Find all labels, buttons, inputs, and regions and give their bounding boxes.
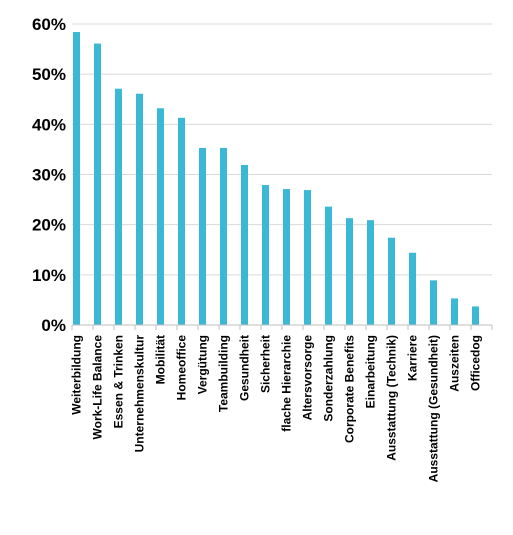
x-tick-label: Sonderzahlung	[322, 335, 336, 422]
gridlines	[72, 23, 492, 276]
bar	[451, 298, 458, 325]
y-tick-label: 60%	[32, 15, 66, 34]
bar	[304, 190, 311, 325]
bar	[283, 189, 290, 325]
x-tick-label: Officedog	[469, 335, 483, 391]
bar	[241, 164, 248, 325]
bar	[388, 237, 395, 325]
y-axis: 0% 10% 20% 30% 40% 50% 60%	[32, 15, 66, 335]
x-tick-label: Essen & Trinken	[112, 335, 126, 428]
x-tick-label: Sicherheit	[259, 335, 273, 393]
bar	[178, 117, 185, 325]
bar	[409, 252, 416, 325]
bar	[325, 206, 332, 325]
x-tick-label: Unternehmenskultur	[133, 335, 147, 453]
x-tick-label: Work-Life Balance	[91, 335, 105, 440]
y-tick-label: 50%	[32, 65, 66, 84]
x-tick-label: Karriere	[406, 335, 420, 381]
bar	[115, 88, 122, 325]
bar	[220, 147, 227, 325]
bar	[157, 108, 164, 325]
x-tick-label: Auszeiten	[448, 335, 462, 392]
x-tick-label: Corporate Benefits	[343, 335, 357, 443]
x-tick-label: Mobilität	[154, 335, 168, 384]
x-tick-label: Homeoffice	[175, 335, 189, 401]
x-tick-label: flache Hierarchie	[280, 335, 294, 432]
x-axis: Weiterbildung Work-Life Balance Essen & Tr…	[70, 325, 493, 482]
bar	[262, 185, 269, 325]
bar	[94, 43, 101, 325]
x-tick-label: Teambuilding	[217, 335, 231, 412]
x-tick-label: Weiterbildung	[70, 335, 84, 415]
x-tick-label: Vergütung	[196, 335, 210, 394]
y-tick-label: 30%	[32, 166, 66, 185]
x-tick-label: Gesundheit	[238, 335, 252, 401]
bar	[367, 220, 374, 325]
y-tick-label: 20%	[32, 216, 66, 235]
bar	[346, 218, 353, 325]
x-tick-label: Altersvorsorge	[301, 335, 315, 421]
y-tick-label: 0%	[41, 316, 66, 335]
x-tick-label: Ausstattung (Gesundheit)	[427, 335, 441, 482]
bar	[472, 306, 479, 325]
y-tick-label: 10%	[32, 266, 66, 285]
x-tick-label: Ausstattung (Technik)	[385, 335, 399, 461]
bar	[136, 93, 143, 326]
bar	[199, 147, 206, 325]
bars	[73, 32, 479, 326]
x-tick-label: Einarbeitung	[364, 335, 378, 408]
bar	[73, 32, 80, 325]
y-tick-label: 40%	[32, 115, 66, 134]
bar	[430, 280, 437, 325]
